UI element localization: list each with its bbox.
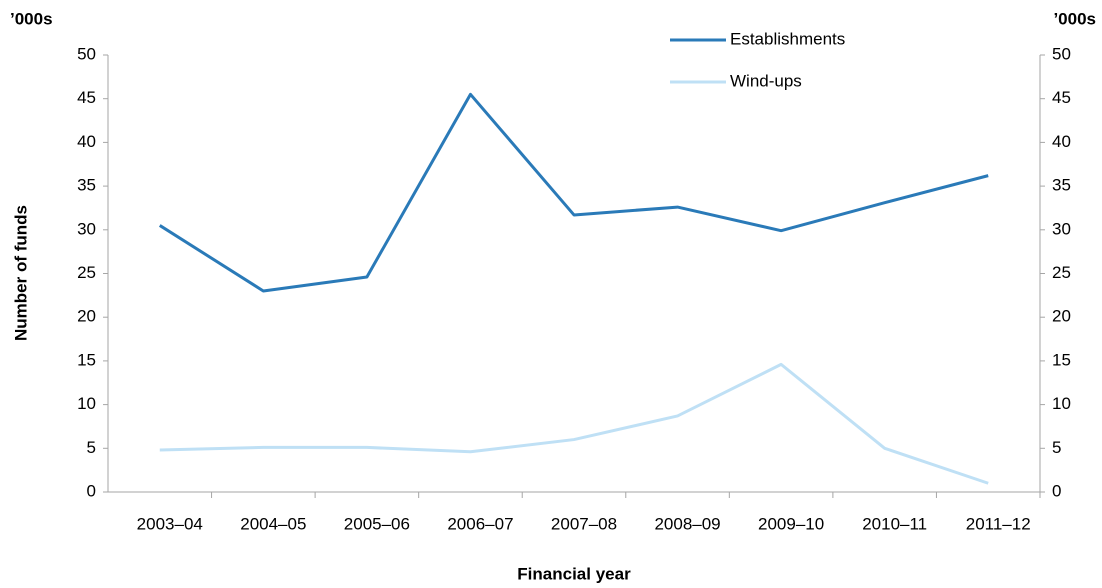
series-line [159,362,989,485]
x-tick-label: 2009–10 [758,514,824,533]
y-tick-label: 10 [77,394,96,413]
legend-label: Establishments [730,29,845,48]
y2-tick-label: 45 [1052,88,1071,107]
y2-tick-label: 0 [1052,481,1061,500]
legend-label: Wind-ups [730,71,802,90]
y2-tick-label: 30 [1052,219,1071,238]
y-tick-label: 0 [87,481,96,500]
x-axis-label: Financial year [517,564,631,583]
y2-tick-label: 5 [1052,438,1061,457]
y2-tick-label: 15 [1052,350,1071,369]
y2-tick-label: 40 [1052,132,1071,151]
y2-tick-label: 35 [1052,176,1071,195]
y-tick-label: 45 [77,88,96,107]
y2-tick-label: 20 [1052,307,1071,326]
x-tick-label: 2011–12 [966,514,1031,533]
x-tick-label: 2004–05 [240,514,306,533]
y2-unit-label: ’000s [1053,9,1096,28]
y-unit-label: ’000s [10,9,53,28]
y-tick-label: 50 [77,44,96,63]
x-tick-label: 2007–08 [551,514,617,533]
y-tick-label: 35 [77,176,96,195]
x-tick-label: 2003–04 [137,514,203,533]
x-tick-label: 2005–06 [344,514,410,533]
x-tick-label: 2006–07 [447,514,513,533]
series-line [158,92,989,293]
y2-tick-label: 50 [1052,44,1071,63]
legend-box [632,20,902,102]
x-tick-label: 2008–09 [654,514,720,533]
y-tick-label: 40 [77,132,96,151]
y2-tick-label: 10 [1052,394,1071,413]
y-tick-label: 15 [77,350,96,369]
y-tick-label: 20 [77,307,96,326]
y-tick-label: 30 [77,219,96,238]
y-tick-label: 5 [87,438,96,457]
y-tick-label: 25 [77,263,96,282]
x-tick-label: 2010–11 [862,514,927,533]
y-axis-label: Number of funds [11,205,30,341]
y2-tick-label: 25 [1052,263,1071,282]
